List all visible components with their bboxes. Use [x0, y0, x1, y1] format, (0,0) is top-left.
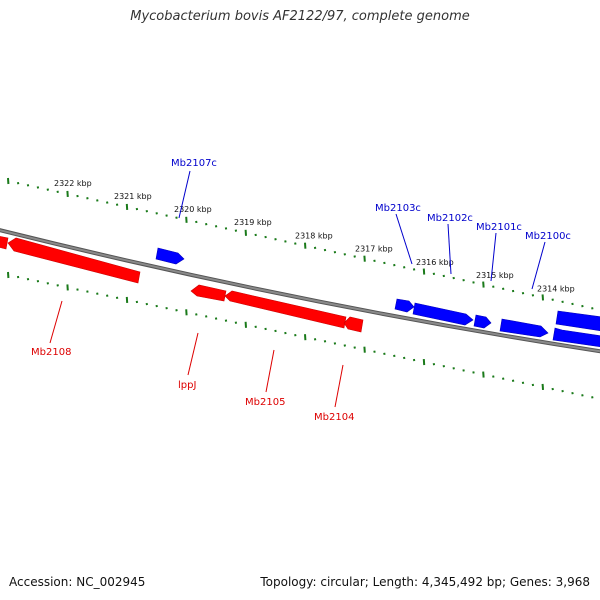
gene-arrow-mb2107c[interactable]	[155, 247, 185, 265]
reverse-strand-genes	[0, 236, 364, 333]
kbp-label: 2322 kbp	[54, 179, 92, 188]
lower-tick-track	[7, 271, 594, 399]
kbp-labels: 2322 kbp 2321 kbp 2320 kbp 2319 kbp 2318 kbp…	[54, 179, 575, 293]
gene-arrow-lppj[interactable]	[190, 284, 227, 302]
forward-strand-genes	[155, 247, 600, 348]
gene-label-mb2108[interactable]: Mb2108	[31, 347, 71, 358]
gene-label-mb2107c[interactable]: Mb2107c	[171, 158, 217, 169]
gene-label-mb2102c[interactable]: Mb2102c	[427, 213, 473, 224]
gene-arrow-right-lower[interactable]	[552, 327, 600, 348]
gene-arrow-mb2108[interactable]	[7, 237, 141, 284]
callout-lines	[49, 170, 546, 408]
map-title: Mycobacterium bovis AF2122/97, complete …	[130, 9, 470, 24]
genome-summary-text: Topology: circular; Length: 4,345,492 bp…	[260, 575, 590, 589]
gene-arrow-mb2104[interactable]	[343, 316, 364, 333]
gene-label-mb2104[interactable]: Mb2104	[314, 412, 354, 423]
gene-arrow-mb2108-prev[interactable]	[0, 236, 9, 250]
genome-backbone	[0, 228, 600, 354]
kbp-label: 2315 kbp	[476, 271, 514, 280]
kbp-label: 2319 kbp	[234, 218, 272, 227]
gene-arrow-mb2103c[interactable]	[394, 298, 415, 313]
gene-label-mb2105[interactable]: Mb2105	[245, 397, 285, 408]
kbp-label: 2320 kbp	[174, 205, 212, 214]
gene-label-lppj[interactable]: lppJ	[178, 380, 196, 391]
gene-arrow-mb2102c[interactable]	[412, 302, 474, 326]
gene-arrow-right-upper[interactable]	[555, 310, 600, 331]
gene-arrow-mb2101c[interactable]	[473, 314, 492, 329]
gene-arrow-mb2100c[interactable]	[499, 318, 549, 338]
gene-label-mb2100c[interactable]: Mb2100c	[525, 231, 571, 242]
upper-tick-track	[7, 177, 594, 310]
gene-label-mb2103c[interactable]: Mb2103c	[375, 203, 421, 214]
kbp-label: 2321 kbp	[114, 192, 152, 201]
kbp-label: 2316 kbp	[416, 258, 454, 267]
gene-label-mb2101c[interactable]: Mb2101c	[476, 222, 522, 233]
accession-text: Accession: NC_002945	[9, 575, 146, 589]
kbp-label: 2314 kbp	[537, 284, 575, 293]
kbp-label: 2318 kbp	[295, 232, 333, 241]
kbp-label: 2317 kbp	[355, 245, 393, 254]
